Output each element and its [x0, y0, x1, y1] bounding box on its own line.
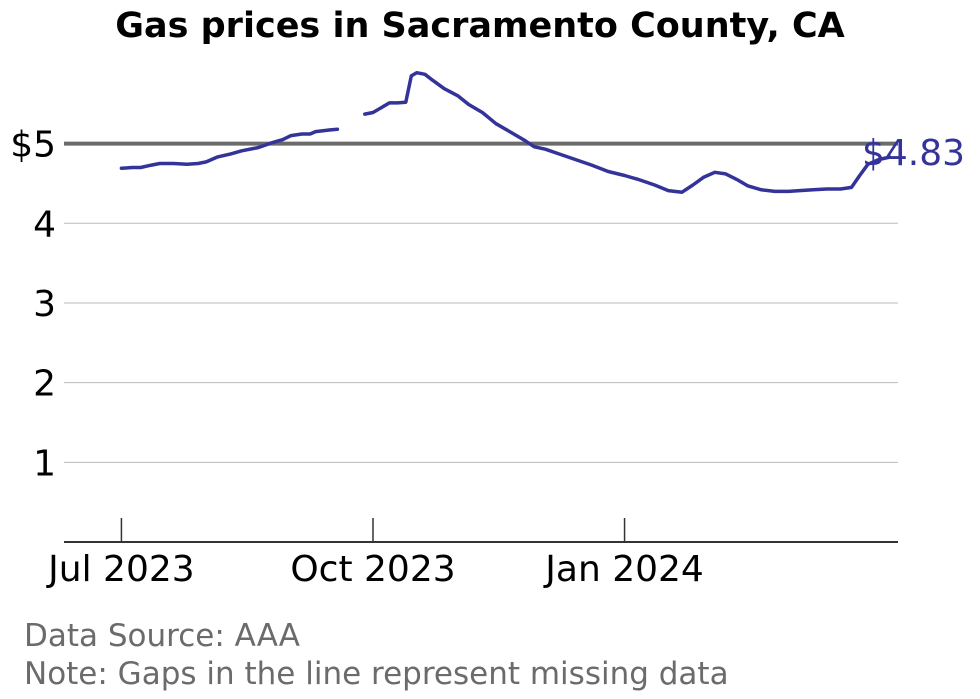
x-tick-label: Jan 2024: [543, 549, 704, 590]
data-source-note: Data Source: AAA: [24, 618, 300, 654]
gaps-note: Note: Gaps in the line represent missing…: [24, 656, 729, 692]
y-tick-label: 4: [33, 204, 56, 245]
price-series: [119, 70, 892, 194]
y-tick-label: $5: [10, 125, 56, 166]
gridlines: [64, 141, 898, 463]
chart-title: Gas prices in Sacramento County, CA: [115, 6, 844, 46]
y-tick-label: 1: [33, 443, 56, 484]
y-tick-label: 3: [33, 284, 56, 325]
series-line-segment: [363, 70, 892, 194]
y-tick-label: 2: [33, 364, 56, 405]
last-value-label: $4.83: [862, 133, 965, 174]
x-tick-label: Oct 2023: [290, 549, 455, 590]
x-ticks: Jul 2023 Oct 2023 Jan 2024: [46, 518, 704, 590]
series-line-segment: [119, 127, 340, 171]
x-tick-label: Jul 2023: [46, 549, 195, 590]
y-tick-labels: 1 2 3 4 $5: [10, 125, 56, 485]
